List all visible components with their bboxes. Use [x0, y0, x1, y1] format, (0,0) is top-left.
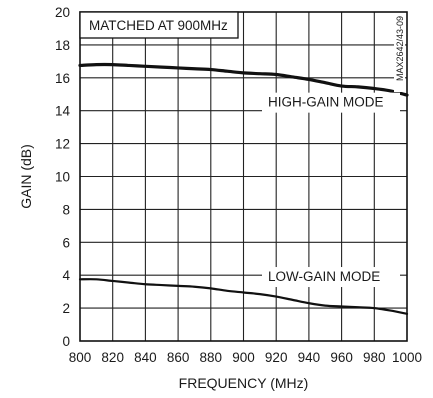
x-axis-label: FREQUENCY (MHz)	[179, 375, 309, 391]
x-tick-960: 960	[330, 350, 353, 365]
y-tick-10: 10	[55, 170, 70, 185]
y-axis-label: GAIN (dB)	[18, 144, 34, 209]
x-tick-880: 880	[200, 350, 223, 365]
matched-annotation-box	[79, 11, 239, 39]
low-gain-mode-label: LOW-GAIN MODE	[268, 269, 380, 284]
figure-id-bg	[394, 14, 405, 92]
x-tick-920: 920	[265, 350, 288, 365]
x-tick-840: 840	[134, 350, 157, 365]
x-tick-940: 940	[298, 350, 321, 365]
low-gain-label-bg	[262, 267, 400, 288]
y-tick-labels: 0 2 4 6 8 10 12 14 16 18 20	[55, 5, 71, 349]
grid	[80, 12, 407, 341]
series-line-high-gain	[78, 62, 409, 97]
x-tick-980: 980	[363, 350, 386, 365]
high-gain-mode-label: HIGH-GAIN MODE	[268, 95, 384, 110]
x-tick-1000: 1000	[392, 350, 422, 365]
x-tick-820: 820	[101, 350, 124, 365]
y-tick-12: 12	[55, 137, 70, 152]
data-series	[78, 62, 409, 315]
x-tick-900: 900	[232, 350, 255, 365]
y-tick-18: 18	[55, 38, 70, 53]
x-tick-labels: 800 820 840 860 880 900 920 940 960 980 1000	[69, 350, 422, 365]
y-tick-14: 14	[55, 104, 71, 119]
y-tick-4: 4	[62, 268, 70, 283]
series-line-low-gain	[78, 278, 409, 315]
figure-id: MAX2642/43-09	[395, 16, 405, 81]
high-gain-label-bg	[262, 92, 400, 113]
matched-annotation: MATCHED AT 900MHz	[89, 18, 228, 33]
y-tick-8: 8	[62, 202, 70, 217]
y-tick-6: 6	[62, 235, 70, 250]
y-tick-16: 16	[55, 71, 70, 86]
y-tick-0: 0	[62, 334, 70, 349]
plot-frame	[79, 11, 408, 342]
y-tick-2: 2	[62, 301, 70, 316]
x-tick-800: 800	[69, 350, 92, 365]
x-tick-860: 860	[167, 350, 190, 365]
y-tick-20: 20	[55, 5, 70, 20]
